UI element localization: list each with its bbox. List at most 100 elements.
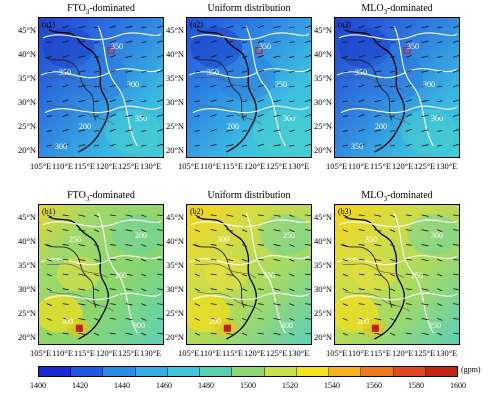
wind-vector xyxy=(257,317,264,320)
wind-vector xyxy=(452,69,459,73)
wind-vector xyxy=(210,40,217,44)
wind-vector xyxy=(46,258,52,262)
lat-label: 35°N xyxy=(313,73,332,83)
wind-vector xyxy=(358,40,365,44)
map-panel-b3: 350 250 200 300 250 (b3) xyxy=(334,204,460,345)
wind-vector xyxy=(46,85,52,88)
wind-vector xyxy=(305,258,311,261)
wind-vector xyxy=(62,114,69,117)
lon-label: 110°E xyxy=(348,161,370,171)
lat-label: 20°N xyxy=(165,332,184,342)
lat-label: 45°N xyxy=(17,212,36,222)
lon-label: 105°E xyxy=(178,161,200,171)
field-blob xyxy=(42,27,95,69)
wind-vector xyxy=(305,214,311,217)
wind-vector xyxy=(289,288,295,292)
wind-vector xyxy=(389,258,396,262)
wind-vector xyxy=(241,214,248,218)
wind-vector xyxy=(94,56,100,58)
wind-vector xyxy=(342,115,348,117)
wind-vector xyxy=(78,317,86,321)
river-line xyxy=(196,291,262,312)
lon-label: 110°E xyxy=(200,348,222,358)
wind-vector xyxy=(125,317,133,321)
wind-vector xyxy=(389,318,396,321)
wind-vector xyxy=(421,55,429,58)
wind-vector xyxy=(194,318,200,321)
wind-vector xyxy=(109,128,116,132)
lon-label: 130°E xyxy=(288,348,310,358)
wind-vector xyxy=(374,40,382,44)
contour-line xyxy=(192,292,310,301)
wind-vector xyxy=(157,288,163,291)
wind-vector xyxy=(109,244,116,246)
wind-vector xyxy=(389,214,396,218)
contour-label: 350 xyxy=(355,68,367,77)
wind-vector xyxy=(109,303,116,305)
wind-vector xyxy=(157,258,163,261)
lon-label: 120°E xyxy=(244,161,266,171)
wind-vector xyxy=(305,244,311,246)
lat-label: 35°N xyxy=(17,73,36,83)
lat-label: 30°N xyxy=(165,97,184,107)
wind-vector xyxy=(156,143,163,147)
wind-vector xyxy=(257,99,264,103)
contour-label: 250 xyxy=(275,80,287,89)
wind-vector xyxy=(156,54,163,58)
wind-vector xyxy=(273,55,281,58)
field-blob xyxy=(400,109,457,154)
wind-vector xyxy=(389,288,396,292)
colorbar-segment xyxy=(135,367,168,376)
lon-label: 115°E xyxy=(222,161,244,171)
wind-vector xyxy=(342,288,348,292)
wind-vector xyxy=(405,40,412,44)
wind-vector xyxy=(358,244,365,246)
contour-line xyxy=(393,212,434,334)
wind-vector xyxy=(78,99,86,103)
wind-vector xyxy=(93,214,100,218)
lon-label: 105°E xyxy=(30,348,52,358)
wind-vector xyxy=(125,25,133,29)
contour-label: 350 xyxy=(407,42,419,51)
wind-vector xyxy=(405,114,412,117)
wind-vector xyxy=(389,244,396,247)
lat-label: 35°N xyxy=(17,260,36,270)
wind-vector xyxy=(437,70,443,73)
lat-label: 40°N xyxy=(313,49,332,59)
wind-vector xyxy=(109,54,116,58)
wind-vector xyxy=(93,229,100,233)
wind-vector xyxy=(194,244,200,247)
wind-vector xyxy=(141,288,147,292)
colorbar-segment xyxy=(361,367,394,376)
wind-vector xyxy=(141,244,147,247)
wind-vector xyxy=(421,25,429,29)
colorbar-tick-label: 1520 xyxy=(282,381,298,390)
lon-label: 115°E xyxy=(74,161,96,171)
wind-vector xyxy=(125,70,133,73)
wind-vector xyxy=(78,85,86,88)
wind-vector xyxy=(405,303,412,305)
field-blob xyxy=(190,27,243,69)
wind-vector xyxy=(226,244,234,247)
wind-vector xyxy=(421,99,429,103)
wind-vector xyxy=(141,144,147,147)
contour-label: 200 xyxy=(227,122,239,131)
target-region-marker xyxy=(75,324,83,332)
contour-line xyxy=(338,219,458,228)
colorbar-tick-label: 1420 xyxy=(72,381,88,390)
title-subscript: 3 xyxy=(85,195,90,203)
lon-label: 130°E xyxy=(436,348,458,358)
title-subscript: 3 xyxy=(383,8,388,16)
wind-vector xyxy=(125,244,133,247)
wind-vector xyxy=(125,129,133,132)
wind-vector xyxy=(257,303,264,305)
contour-line xyxy=(336,255,458,266)
wind-vector xyxy=(156,128,163,132)
wind-vector xyxy=(374,114,382,117)
wind-vector xyxy=(62,288,69,291)
lat-label: 45°N xyxy=(17,25,36,35)
wind-vector xyxy=(62,25,69,29)
lon-label: 105°E xyxy=(326,161,348,171)
wind-vector xyxy=(342,144,348,147)
wind-vector xyxy=(273,85,281,88)
